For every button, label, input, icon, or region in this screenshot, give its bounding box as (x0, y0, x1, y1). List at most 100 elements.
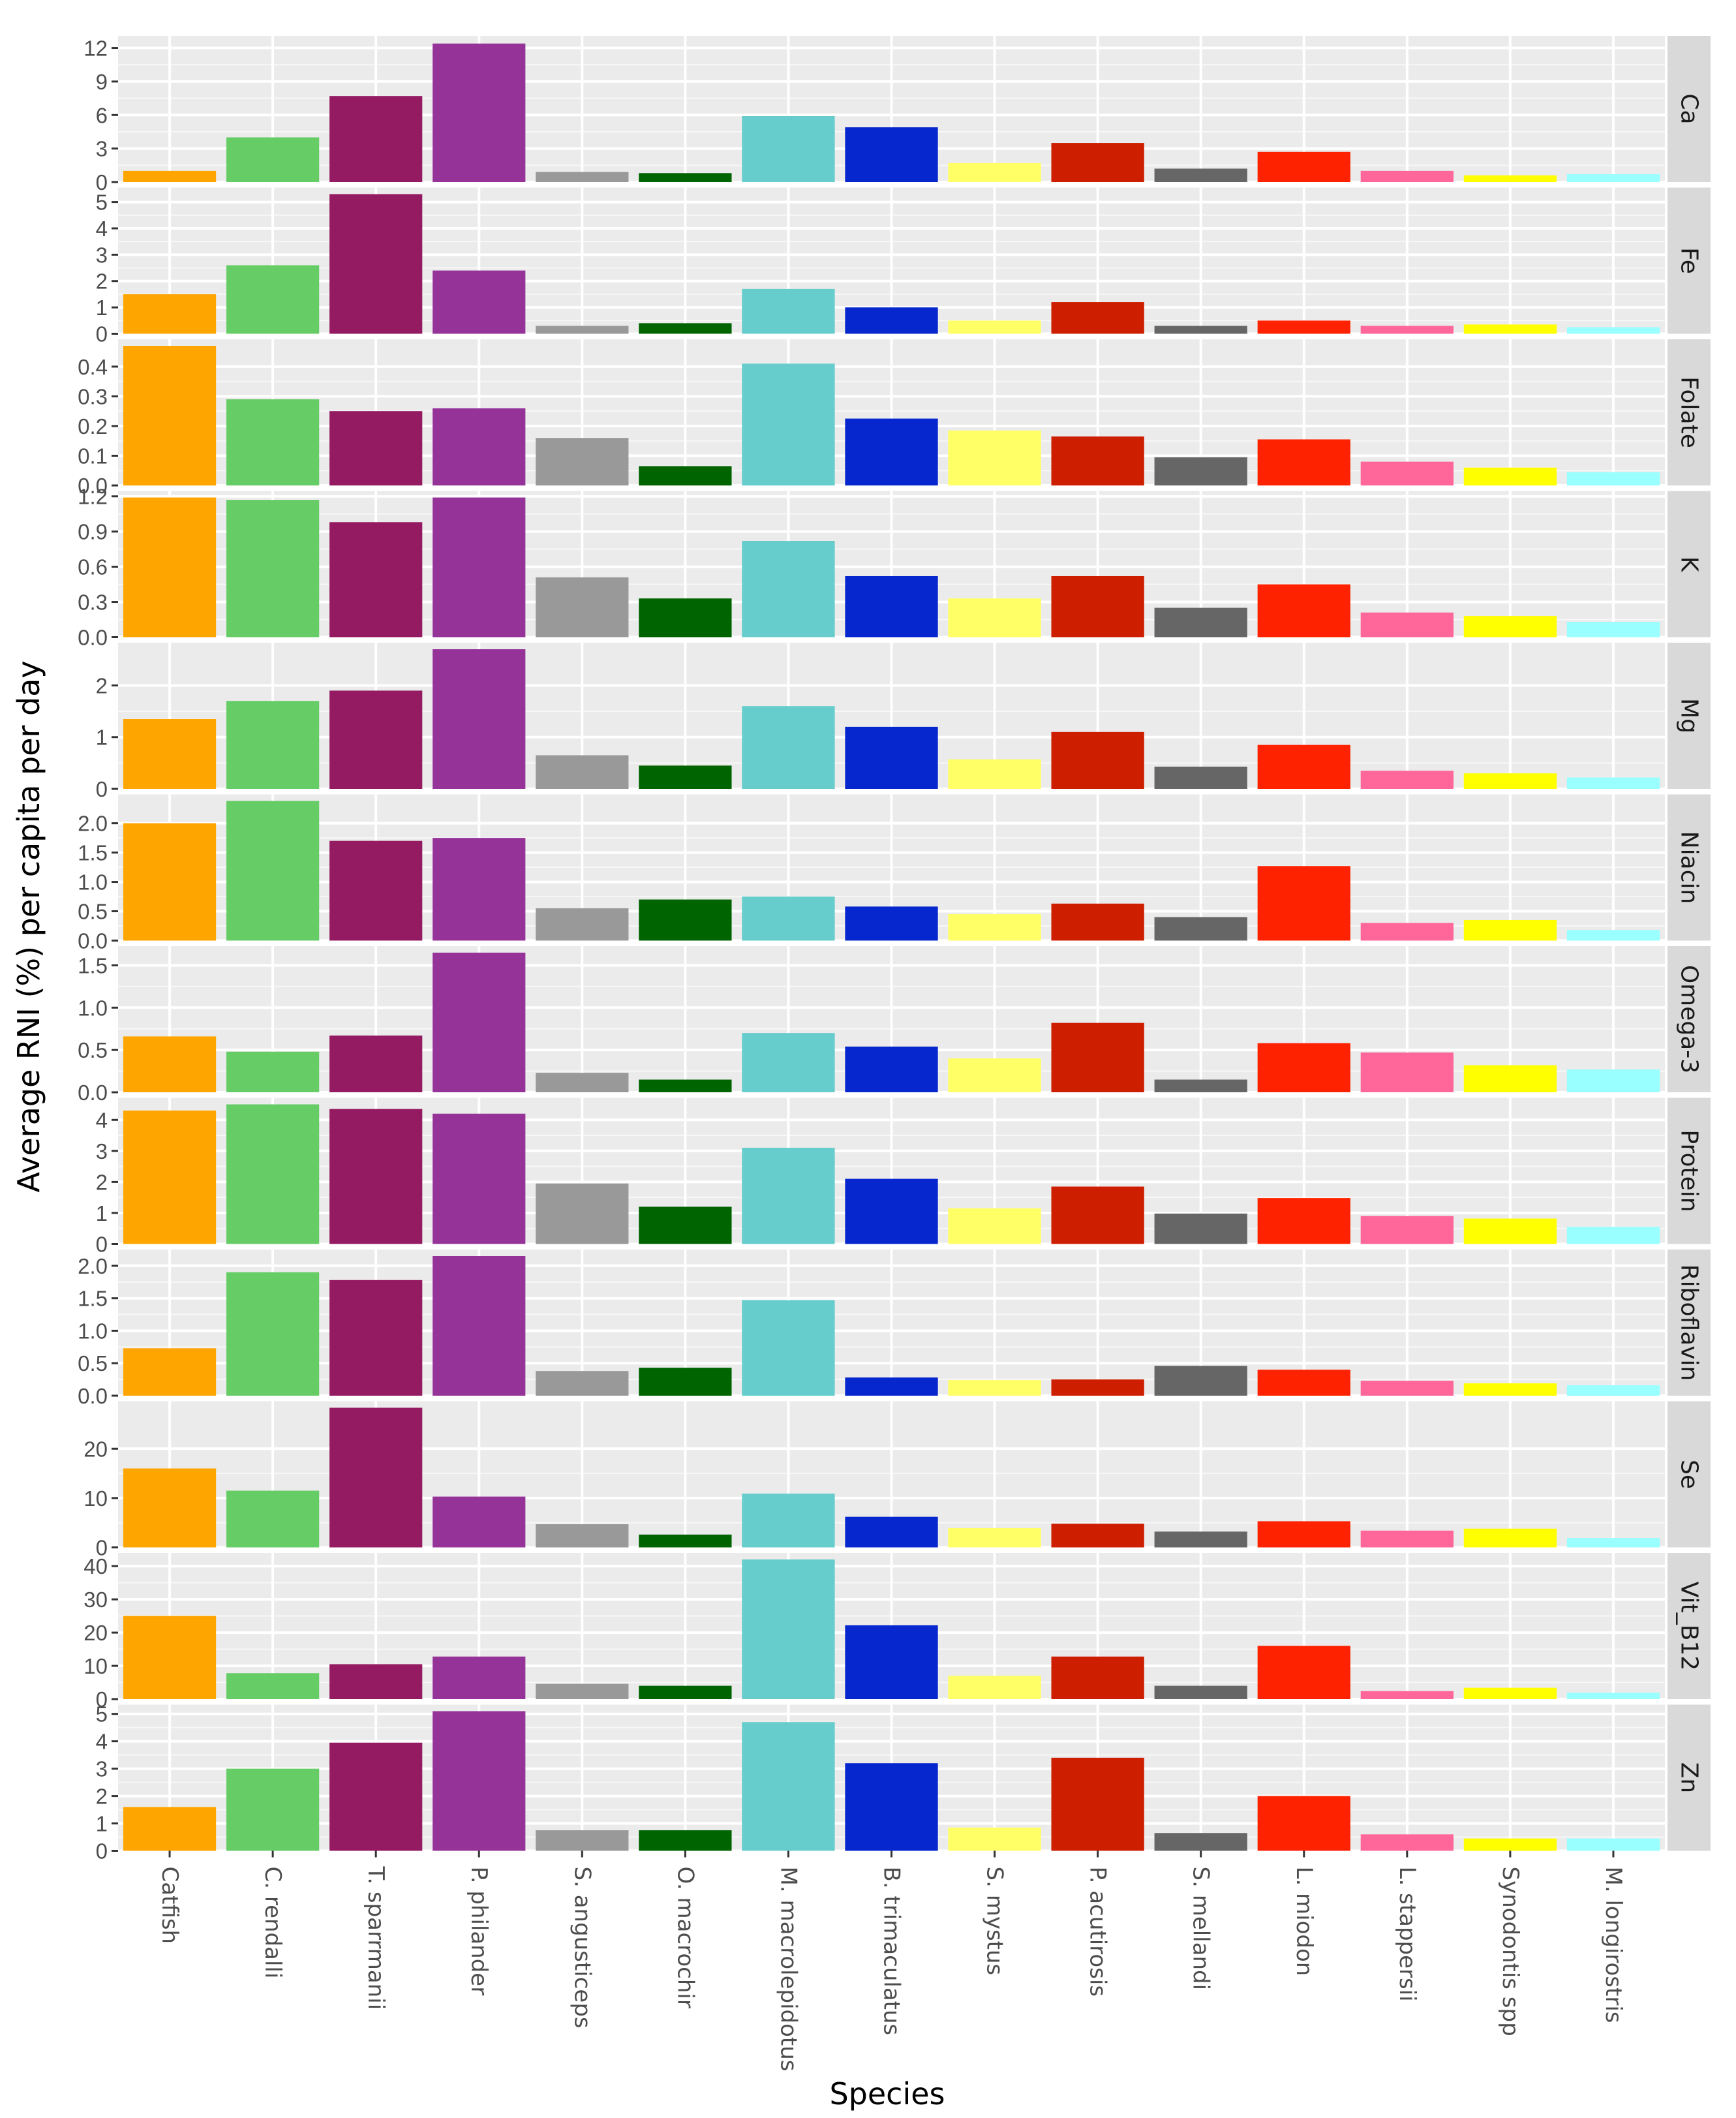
y-tick-label: 4 (96, 217, 108, 241)
bar-ca-8 (948, 162, 1041, 182)
bar-mg-13 (1463, 773, 1557, 789)
facet-k: 0.0 0.3 0.6 0.9 1.2 K (78, 485, 1711, 650)
bar-riboflavin-13 (1463, 1383, 1557, 1396)
facet-strip-label: Riboflavin (1676, 1265, 1703, 1381)
bar-se-3 (433, 1496, 526, 1548)
bar-folate-14 (1566, 472, 1660, 485)
y-tick-label: 2.0 (78, 812, 108, 836)
facet-strip-label: Ca (1676, 93, 1703, 124)
bar-se-14 (1566, 1538, 1660, 1548)
bar-protein-1 (226, 1104, 320, 1244)
y-tick-label: 0 (96, 777, 108, 801)
bar-protein-5 (639, 1206, 732, 1244)
facet-ca: 0 3 6 9 12 Ca (84, 36, 1711, 194)
facet-niacin: 0.0 0.5 1.0 1.5 2.0 Niacin (78, 794, 1711, 953)
bar-vit-b12-11 (1257, 1646, 1350, 1699)
bar-fe-11 (1257, 320, 1350, 334)
bar-folate-0 (123, 346, 217, 485)
bar-se-4 (536, 1524, 629, 1548)
y-tick-label: 0.6 (78, 555, 108, 579)
bar-folate-1 (226, 399, 320, 485)
bar-zn-5 (639, 1830, 732, 1851)
bar-protein-0 (123, 1111, 217, 1244)
y-tick-label: 40 (84, 1554, 108, 1578)
y-tick-label: 0.5 (78, 900, 108, 924)
bar-k-7 (845, 576, 938, 637)
bar-omega-3-9 (1051, 1022, 1144, 1092)
bar-mg-11 (1257, 744, 1350, 789)
bar-vit-b12-5 (639, 1685, 732, 1699)
y-tick-label: 20 (84, 1437, 108, 1461)
y-tick-label: 1.0 (78, 870, 108, 895)
bar-fe-7 (845, 307, 938, 334)
bar-fe-13 (1463, 324, 1557, 334)
bar-ca-13 (1463, 175, 1557, 182)
bar-mg-9 (1051, 731, 1144, 789)
bar-vit-b12-8 (948, 1676, 1041, 1699)
bar-mg-10 (1154, 766, 1247, 789)
bar-omega-3-13 (1463, 1065, 1557, 1092)
bar-protein-12 (1360, 1216, 1454, 1244)
bar-ca-1 (226, 137, 320, 182)
facet-strip-label: K (1676, 557, 1703, 573)
facet-strip (1667, 1250, 1711, 1396)
bar-protein-10 (1154, 1213, 1247, 1244)
bar-mg-3 (433, 649, 526, 789)
bar-k-6 (742, 541, 835, 637)
y-tick-label: 0 (96, 170, 108, 194)
facet-strip-label: Vit_B12 (1676, 1582, 1703, 1670)
bar-mg-12 (1360, 771, 1454, 789)
bar-fe-12 (1360, 326, 1454, 334)
bar-omega-3-4 (536, 1073, 629, 1092)
facet-strip-label: Omega-3 (1676, 965, 1703, 1073)
bar-ca-11 (1257, 151, 1350, 182)
bar-zn-4 (536, 1830, 629, 1851)
bar-k-12 (1360, 612, 1454, 637)
x-tick-label: L. miodon (1291, 1867, 1317, 1976)
bar-protein-8 (948, 1208, 1041, 1244)
bar-omega-3-10 (1154, 1079, 1247, 1092)
bar-niacin-7 (845, 906, 938, 941)
bar-folate-9 (1051, 436, 1144, 485)
facet-strip-label: Zn (1676, 1762, 1703, 1793)
facet-strip (1667, 1704, 1711, 1851)
bar-ca-7 (845, 127, 938, 182)
bar-niacin-2 (329, 840, 423, 941)
x-tick-label: S. mystus (982, 1867, 1008, 1976)
bar-vit-b12-7 (845, 1625, 938, 1699)
bar-mg-7 (845, 726, 938, 789)
bar-niacin-8 (948, 914, 1041, 941)
x-tick-label: O. macrochir (672, 1867, 698, 2008)
bar-protein-9 (1051, 1186, 1144, 1244)
y-tick-label: 3 (96, 137, 108, 161)
bar-vit-b12-13 (1463, 1687, 1557, 1699)
bar-se-12 (1360, 1530, 1454, 1548)
bar-k-4 (536, 577, 629, 637)
x-axis: Catfish C. rendalli T. sparrmanii P. philan… (157, 1850, 1626, 2072)
y-tick-label: 2 (96, 1785, 108, 1809)
bar-mg-4 (536, 755, 629, 789)
bar-folate-7 (845, 418, 938, 485)
bar-riboflavin-9 (1051, 1379, 1144, 1396)
y-tick-label: 0.5 (78, 1038, 108, 1062)
bar-fe-3 (433, 270, 526, 334)
bar-niacin-4 (536, 908, 629, 941)
bar-riboflavin-2 (329, 1280, 423, 1396)
bar-zn-2 (329, 1742, 423, 1851)
bar-k-11 (1257, 584, 1350, 637)
bar-protein-3 (433, 1113, 526, 1244)
bar-k-8 (948, 598, 1041, 637)
bar-zn-7 (845, 1763, 938, 1851)
bar-se-6 (742, 1494, 835, 1548)
bar-riboflavin-3 (433, 1256, 526, 1396)
bar-vit-b12-9 (1051, 1656, 1144, 1699)
x-tick-label: S. mellandi (1188, 1867, 1214, 1991)
bar-ca-0 (123, 170, 217, 182)
bar-niacin-13 (1463, 920, 1557, 941)
bar-zn-6 (742, 1722, 835, 1851)
bar-zn-0 (123, 1807, 217, 1851)
y-tick-label: 1.2 (78, 485, 108, 509)
bar-k-5 (639, 598, 732, 637)
y-tick-label: 0.0 (78, 1384, 108, 1408)
